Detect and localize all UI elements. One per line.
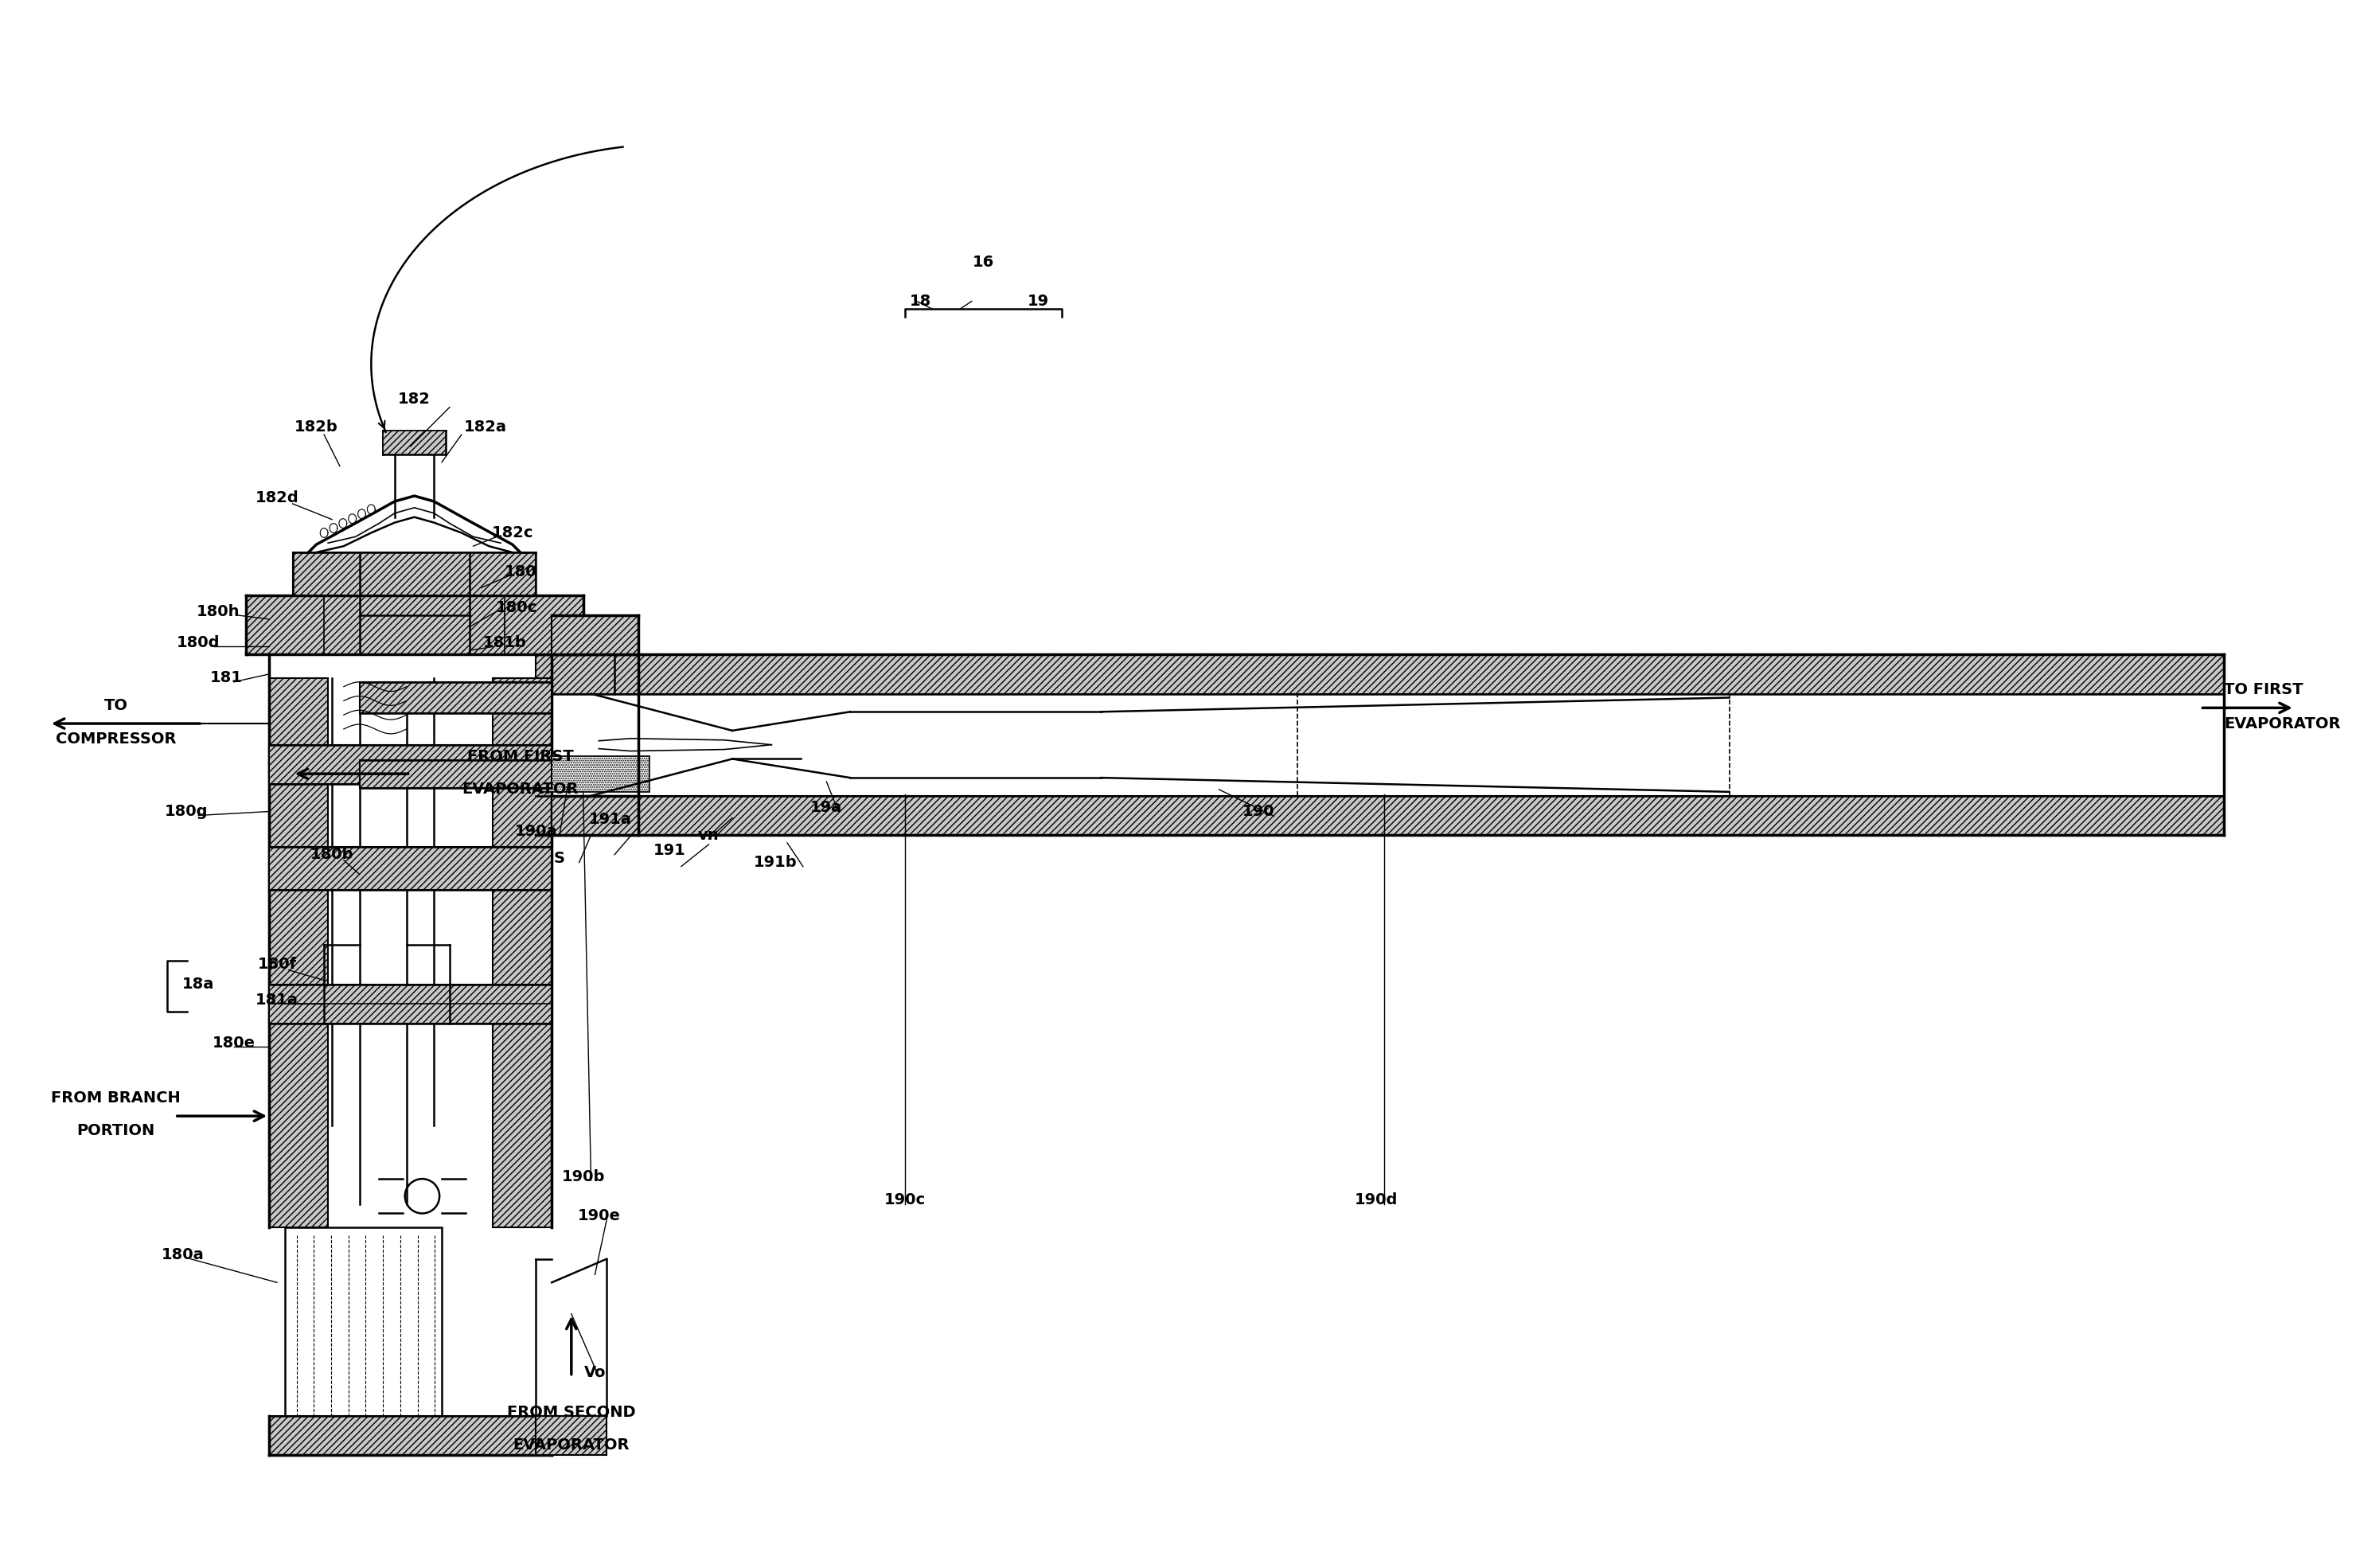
Bar bbox=[552, 797, 637, 836]
Bar bbox=[540, 756, 649, 792]
Text: TO: TO bbox=[104, 698, 127, 713]
Text: FROM FIRST: FROM FIRST bbox=[467, 750, 573, 764]
Text: 181a: 181a bbox=[255, 993, 297, 1008]
Text: COMPRESSOR: COMPRESSOR bbox=[57, 732, 177, 746]
Text: EVAPORATOR: EVAPORATOR bbox=[512, 1438, 630, 1452]
Text: 191a: 191a bbox=[590, 812, 632, 826]
Bar bbox=[245, 596, 583, 654]
Text: 180: 180 bbox=[505, 564, 536, 580]
Text: 190d: 190d bbox=[1355, 1193, 1397, 1207]
Text: Vo: Vo bbox=[583, 1366, 607, 1380]
Bar bbox=[293, 552, 536, 596]
Text: 181: 181 bbox=[210, 671, 243, 685]
Text: 191b: 191b bbox=[753, 855, 798, 870]
Bar bbox=[382, 431, 446, 455]
Text: 182: 182 bbox=[399, 392, 430, 408]
Text: 190a: 190a bbox=[514, 823, 557, 839]
Text: 180c: 180c bbox=[496, 601, 538, 615]
Bar bbox=[269, 985, 552, 1024]
Text: FROM BRANCH: FROM BRANCH bbox=[52, 1090, 182, 1105]
Text: TO FIRST: TO FIRST bbox=[2223, 682, 2303, 698]
Text: S: S bbox=[555, 851, 564, 866]
Bar bbox=[536, 654, 2223, 693]
Bar bbox=[269, 677, 328, 1228]
Bar bbox=[269, 847, 552, 891]
Text: FROM SECOND: FROM SECOND bbox=[507, 1405, 635, 1419]
Bar bbox=[536, 797, 2223, 836]
Text: 181b: 181b bbox=[484, 635, 526, 651]
Text: vn: vn bbox=[699, 828, 720, 842]
Text: EVAPORATOR: EVAPORATOR bbox=[463, 782, 578, 797]
Text: 18: 18 bbox=[911, 293, 932, 309]
Bar bbox=[552, 615, 637, 654]
Text: 182a: 182a bbox=[463, 419, 507, 434]
Text: 180e: 180e bbox=[212, 1035, 255, 1051]
Text: 182b: 182b bbox=[295, 419, 337, 434]
Text: 180d: 180d bbox=[177, 635, 219, 651]
Text: 190b: 190b bbox=[562, 1170, 604, 1184]
Text: 182d: 182d bbox=[255, 489, 300, 505]
Text: 180g: 180g bbox=[165, 804, 208, 818]
Text: 190c: 190c bbox=[885, 1193, 925, 1207]
Bar bbox=[359, 760, 552, 789]
Bar bbox=[269, 1416, 552, 1455]
Bar bbox=[269, 745, 552, 784]
Text: 191: 191 bbox=[654, 844, 687, 858]
Text: 18a: 18a bbox=[182, 977, 215, 991]
Text: 19: 19 bbox=[1027, 293, 1050, 309]
Bar bbox=[286, 1228, 441, 1447]
Text: 180b: 180b bbox=[309, 847, 354, 862]
Text: 190e: 190e bbox=[578, 1209, 621, 1223]
Text: 16: 16 bbox=[972, 254, 994, 270]
Bar bbox=[493, 677, 552, 1228]
Bar bbox=[359, 682, 552, 713]
Text: 182c: 182c bbox=[491, 525, 533, 541]
Text: 180h: 180h bbox=[196, 604, 241, 619]
Text: 190: 190 bbox=[1241, 804, 1274, 818]
Bar bbox=[536, 1416, 607, 1455]
Text: PORTION: PORTION bbox=[78, 1123, 156, 1138]
Text: 180a: 180a bbox=[160, 1248, 205, 1262]
Text: EVAPORATOR: EVAPORATOR bbox=[2223, 717, 2341, 731]
Text: 19a: 19a bbox=[809, 800, 843, 815]
Text: 180f: 180f bbox=[257, 956, 297, 972]
